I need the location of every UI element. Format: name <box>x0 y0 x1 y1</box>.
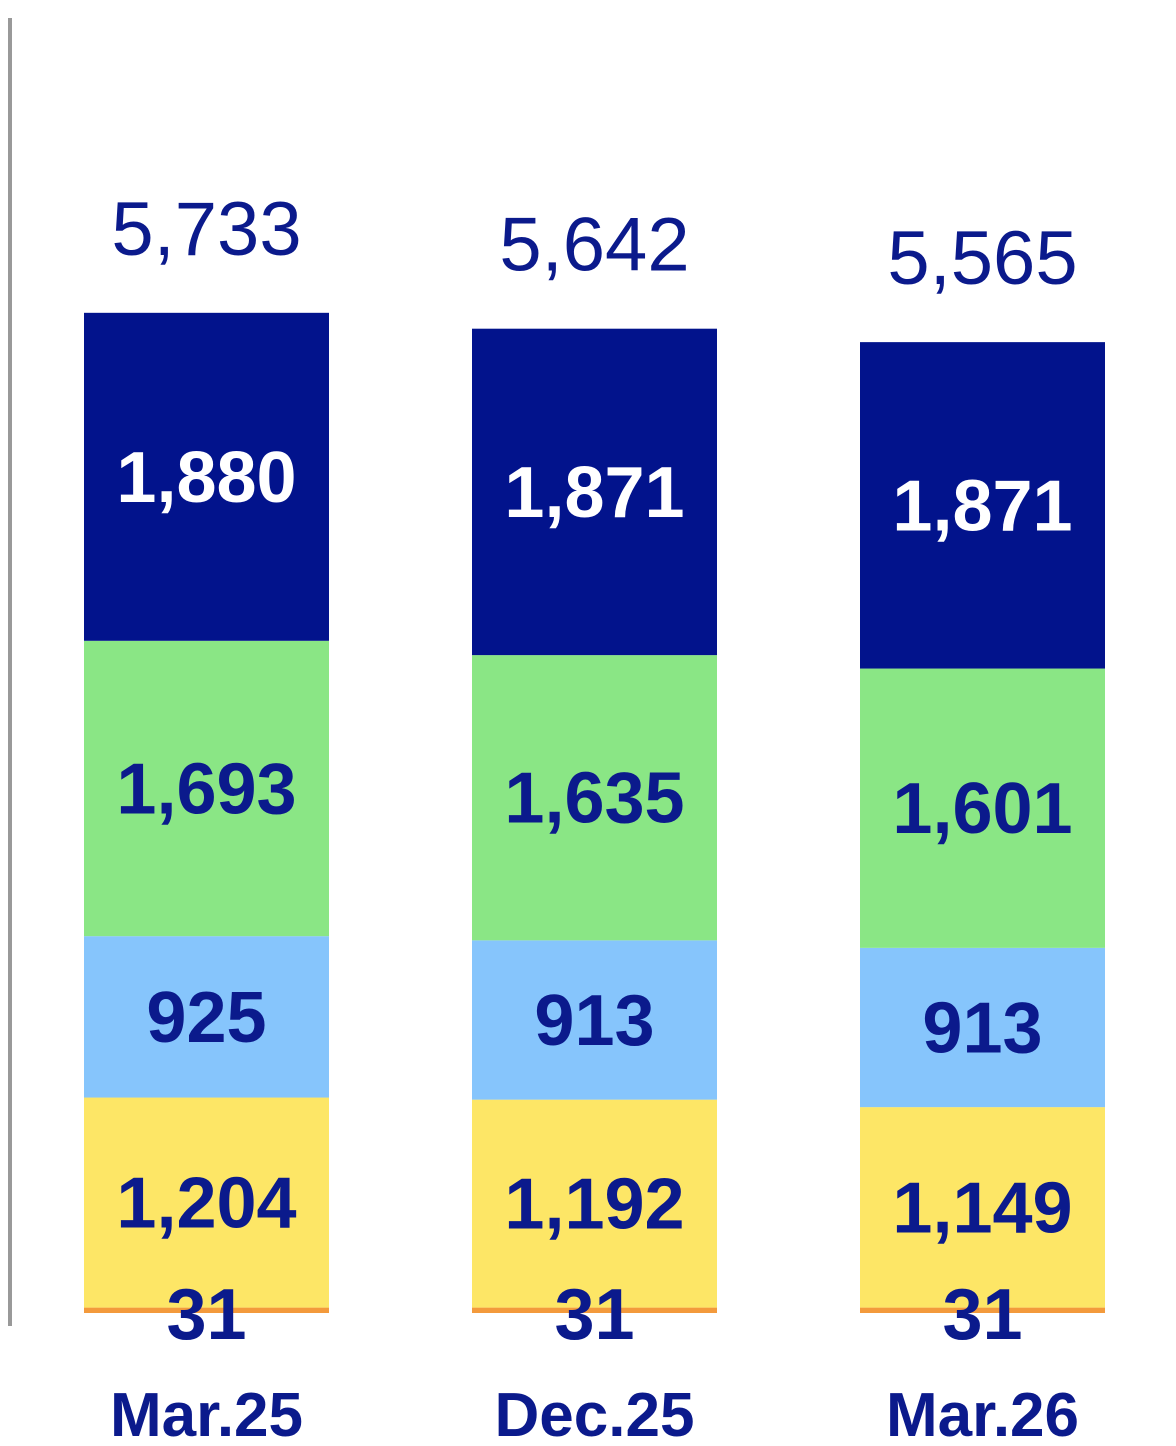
bar-segment-value-label: 1,601 <box>892 769 1072 849</box>
bar-total-label: 5,565 <box>887 216 1077 301</box>
bar-segment-value-label: 1,149 <box>892 1168 1072 1248</box>
bar-segment-value-label: 1,880 <box>116 438 296 518</box>
bar-segment <box>84 936 329 1098</box>
bar-segment <box>860 1307 1105 1313</box>
bar-segment-value-label: 1,871 <box>504 453 684 533</box>
bar-segment <box>860 342 1105 669</box>
bar-segment-value-label: 1,635 <box>504 759 684 839</box>
bar-segment-value-label: 1,693 <box>116 749 296 829</box>
bar-segment-value-label: 1,871 <box>892 466 1072 546</box>
bar-segment <box>472 1099 717 1308</box>
bar-total-label: 5,642 <box>499 203 689 288</box>
bar-segment-value-label: 925 <box>146 978 266 1058</box>
bar-segment <box>84 1097 329 1308</box>
category-label: Mar.25 <box>110 1381 303 1446</box>
labels-group: 31 1,204 925 1,693 1,880 5,733 Mar.25 31 1,192 91… <box>110 187 1079 1446</box>
bar-segment <box>472 1307 717 1313</box>
bar-segment-value-label: 1,192 <box>504 1165 684 1245</box>
category-label: Dec.25 <box>495 1381 695 1446</box>
bar-segment <box>84 1307 329 1313</box>
bar-segment-value-label: 913 <box>922 988 1042 1068</box>
bar-segment <box>472 328 717 656</box>
bar-total-label: 5,733 <box>111 187 301 272</box>
bar-segment <box>472 940 717 1100</box>
bar-segment <box>860 947 1105 1108</box>
bar-base-value-label: 31 <box>942 1275 1022 1355</box>
bar-segment <box>84 640 329 937</box>
bar-base-value-label: 31 <box>166 1275 246 1355</box>
bars-group <box>84 312 1105 1313</box>
bar-segment-value-label: 1,204 <box>116 1164 296 1244</box>
bar-segment <box>860 1107 1105 1308</box>
bar-segment-value-label: 913 <box>534 981 654 1061</box>
bar-segment <box>84 312 329 641</box>
bar-segment <box>860 668 1105 948</box>
category-label: Mar.26 <box>886 1381 1079 1446</box>
bar-base-value-label: 31 <box>554 1275 634 1355</box>
bar-segment <box>472 655 717 941</box>
